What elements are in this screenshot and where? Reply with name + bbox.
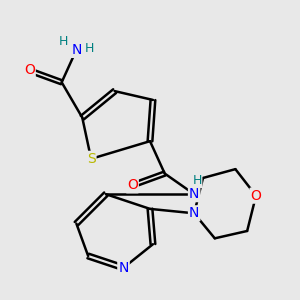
Text: O: O: [127, 178, 138, 192]
Text: N: N: [189, 187, 200, 201]
Text: N: N: [71, 43, 82, 57]
Text: N: N: [189, 206, 200, 220]
Text: S: S: [87, 152, 95, 166]
Text: H: H: [192, 174, 202, 188]
Text: O: O: [24, 64, 35, 77]
Text: N: N: [118, 261, 129, 275]
Text: O: O: [250, 189, 261, 202]
Text: H: H: [58, 34, 68, 48]
Text: H: H: [85, 42, 94, 55]
